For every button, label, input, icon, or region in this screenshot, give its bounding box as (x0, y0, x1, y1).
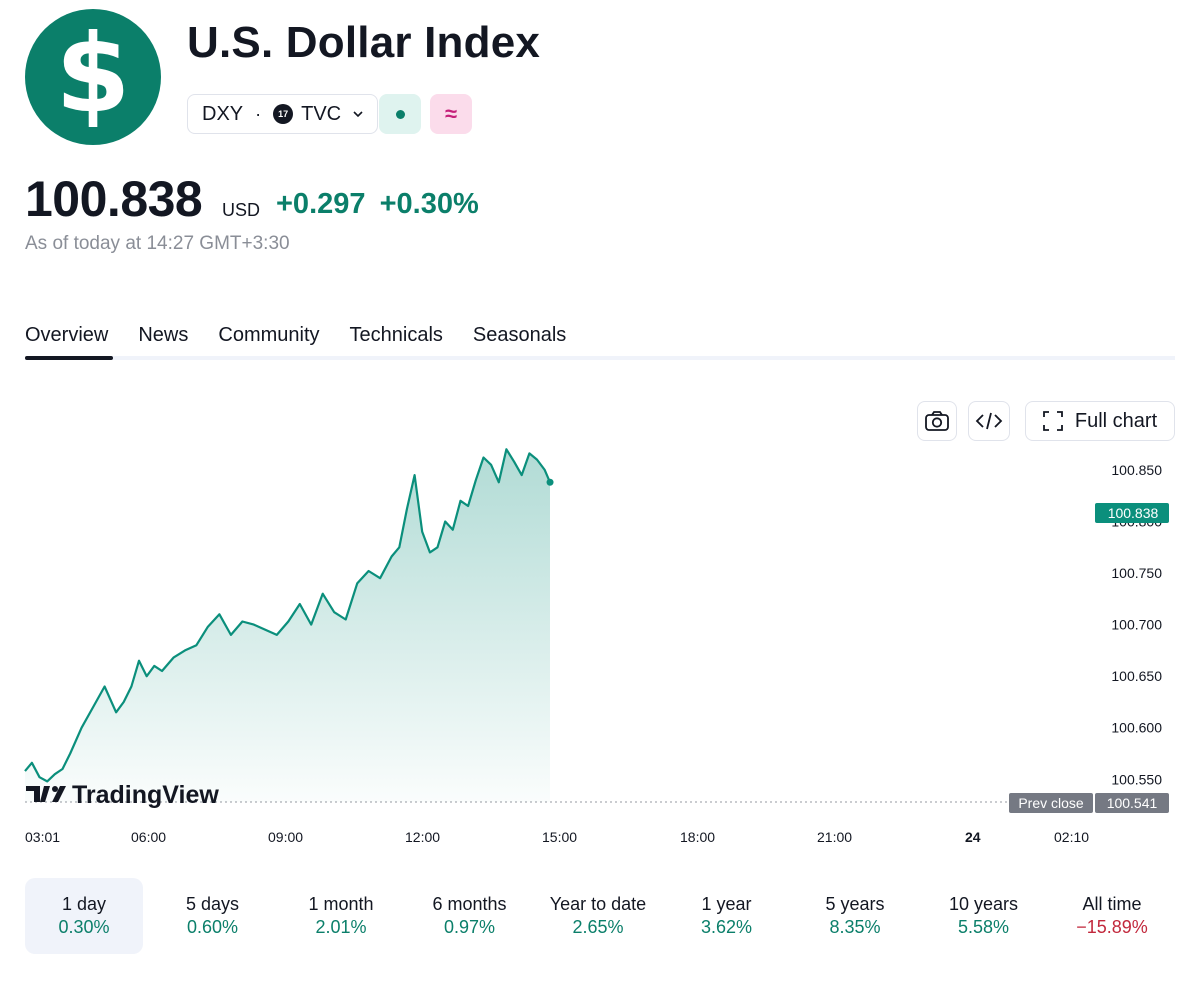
change-percent: +0.30% (379, 188, 479, 220)
page-title: U.S. Dollar Index (187, 18, 541, 67)
dollar-icon: $ (55, 12, 131, 137)
prev-close-value-bg (1095, 793, 1169, 813)
y-tick-label: 100.600 (1111, 720, 1162, 736)
chevron-down-icon (353, 111, 363, 118)
embed-code-button[interactable] (968, 401, 1010, 441)
period-label: All time (1082, 894, 1142, 914)
symbol-logo: $ (25, 9, 161, 145)
price-area-fill (25, 449, 550, 802)
y-tick-label: 100.850 (1111, 462, 1162, 478)
tab-news[interactable]: News (138, 324, 189, 346)
delayed-data-badge[interactable]: ≈ (430, 94, 472, 134)
period-tab[interactable]: 5 days 0.60% (154, 878, 272, 954)
last-price-label-bg (1095, 503, 1169, 523)
period-tab[interactable]: 1 day 0.30% (25, 878, 143, 954)
tab-community[interactable]: Community (218, 324, 320, 346)
price-currency: USD (222, 200, 261, 220)
period-change: −15.89% (1076, 917, 1148, 937)
tab-overview[interactable]: Overview (25, 324, 109, 346)
tab-seasonals[interactable]: Seasonals (472, 324, 567, 346)
period-change: 5.58% (957, 917, 1010, 937)
last-price: 100.838 (25, 171, 203, 227)
period-change: 0.30% (58, 917, 110, 937)
x-tick-label: 06:00 (131, 829, 166, 845)
period-change: 0.97% (443, 917, 496, 937)
period-label: 1 month (308, 894, 374, 914)
x-tick-label: 02:10 (1054, 829, 1089, 845)
code-icon (975, 412, 1003, 430)
market-open-badge[interactable] (379, 94, 421, 134)
quote-timestamp: As of today at 14:27 GMT+3:30 (25, 233, 290, 254)
period-label: 5 years (825, 894, 885, 914)
period-change: 0.60% (186, 917, 239, 937)
price-chart[interactable]: 100.850100.800100.750100.700100.650100.6… (0, 440, 1200, 860)
symbol-ticker: DXY (202, 102, 244, 125)
last-price-dot (546, 478, 554, 486)
separator-dot: · (255, 103, 262, 124)
exchange-name: TVC (301, 102, 342, 125)
y-tick-label: 100.550 (1111, 771, 1162, 787)
period-tab[interactable]: 10 years 5.58% (925, 878, 1043, 954)
period-selector: 1 day 0.30% 5 days 0.60% 1 month 2.01% 6 month… (25, 878, 1175, 954)
tradingview-logo-icon: 17 (273, 104, 294, 124)
tradingview-logo-stroke-icon (52, 786, 66, 802)
price-change: +0.297 +0.30% (276, 188, 479, 221)
tradingview-watermark: TradingView (26, 781, 219, 809)
prev-close-tag-bg (1009, 793, 1093, 813)
period-tab[interactable]: 5 years 8.35% (796, 878, 914, 954)
period-label: 6 months (432, 894, 507, 914)
y-axis: 100.850100.800100.750100.700100.650100.6… (1111, 462, 1162, 787)
expand-icon (1042, 411, 1063, 431)
prev-close-value: 100.541 (1107, 795, 1158, 811)
x-tick-label: 09:00 (268, 829, 303, 845)
tradingview-wordmark: TradingView (72, 781, 219, 809)
y-tick-label: 100.700 (1111, 617, 1162, 633)
full-chart-label: Full chart (1074, 409, 1158, 432)
period-tab[interactable]: 6 months 0.97% (411, 878, 529, 954)
period-change: 3.62% (700, 917, 753, 937)
tradingview-logo-dot-icon (52, 786, 58, 792)
symbol-exchange-selector[interactable]: DXY · 17 TVC (187, 94, 379, 134)
period-tab[interactable]: Year to date 2.65% (539, 878, 657, 954)
tabs-divider (25, 356, 1175, 360)
tab-technicals[interactable]: Technicals (349, 324, 443, 346)
period-tab[interactable]: 1 year 3.62% (668, 878, 786, 954)
period-change: 2.01% (315, 917, 367, 937)
x-tick-label: 24 (965, 829, 981, 845)
period-label: 1 day (61, 894, 107, 914)
camera-icon (925, 411, 949, 431)
period-tab[interactable]: 1 month 2.01% (282, 878, 400, 954)
price-line (24, 448, 552, 783)
period-tab[interactable]: All time −15.89% (1053, 878, 1171, 954)
change-absolute: +0.297 (276, 188, 366, 220)
last-price-label: 100.838 (1108, 505, 1159, 521)
period-change: 8.35% (829, 917, 881, 937)
approx-icon: ≈ (444, 101, 458, 126)
y-tick-label: 100.650 (1111, 668, 1162, 684)
x-tick-label: 03:01 (25, 829, 60, 845)
price-points (24, 449, 551, 782)
full-chart-button[interactable]: Full chart (1025, 401, 1175, 441)
screenshot-button[interactable] (917, 401, 957, 441)
period-label: 1 year (701, 894, 752, 914)
period-change: 2.65% (572, 917, 624, 937)
x-axis: 03:01 06:00 09:00 12:00 15:00 18:00 21:00 24 02:… (25, 829, 1089, 845)
period-label: 10 years (948, 894, 1019, 914)
period-label: 5 days (185, 894, 240, 914)
period-label: Year to date (549, 894, 647, 914)
x-tick-label: 15:00 (542, 829, 577, 845)
x-tick-label: 21:00 (817, 829, 852, 845)
prev-close-tag: Prev close (1018, 795, 1084, 811)
active-tab-indicator (25, 356, 113, 360)
y-tick-label: 100.750 (1111, 565, 1162, 581)
x-tick-label: 12:00 (405, 829, 440, 845)
section-tabs: Overview News Community Technicals Seaso… (25, 324, 566, 357)
market-status-dot-icon (395, 109, 405, 119)
x-tick-label: 18:00 (680, 829, 715, 845)
tradingview-logo-icon (26, 786, 50, 802)
